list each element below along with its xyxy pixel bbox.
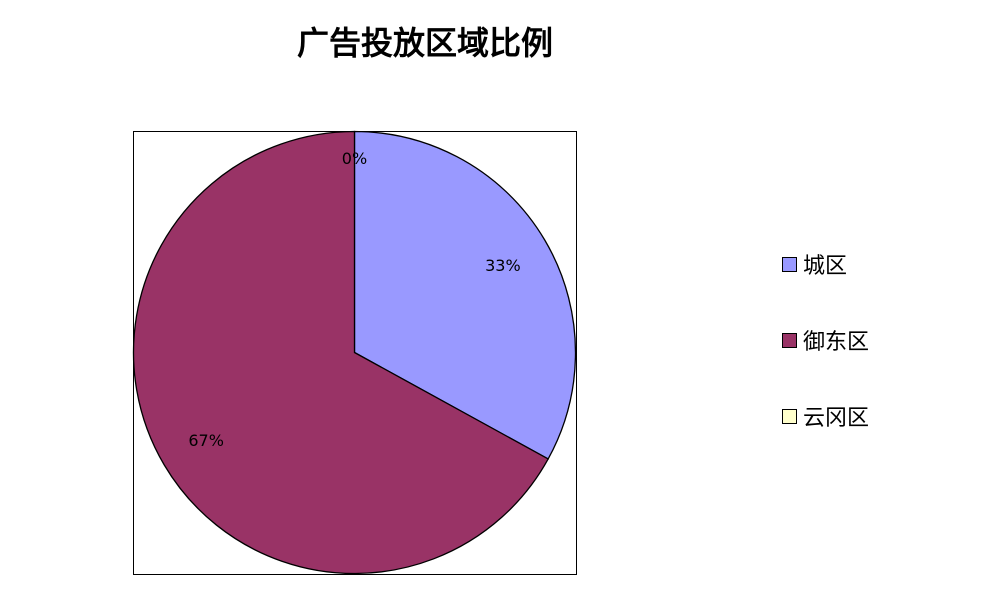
pie-slice-1 (132, 130, 550, 575)
legend-swatch (782, 256, 797, 272)
legend-label: 御东区 (803, 330, 870, 355)
legend-item-0: 城区 (782, 248, 847, 280)
legend-swatch (782, 408, 797, 424)
data-label-1: 67% (188, 431, 224, 450)
legend-label: 云冈区 (803, 406, 870, 431)
chart-title: 广告投放区域比例 (296, 24, 553, 62)
legend-swatch (782, 332, 797, 348)
legend-item-1: 御东区 (782, 324, 869, 356)
legend-item-2: 云冈区 (782, 400, 869, 432)
data-label-0: 33% (485, 256, 521, 275)
data-label-2: 0% (342, 149, 367, 168)
legend-label: 城区 (803, 254, 848, 279)
pie-slice-0 (353, 130, 577, 460)
